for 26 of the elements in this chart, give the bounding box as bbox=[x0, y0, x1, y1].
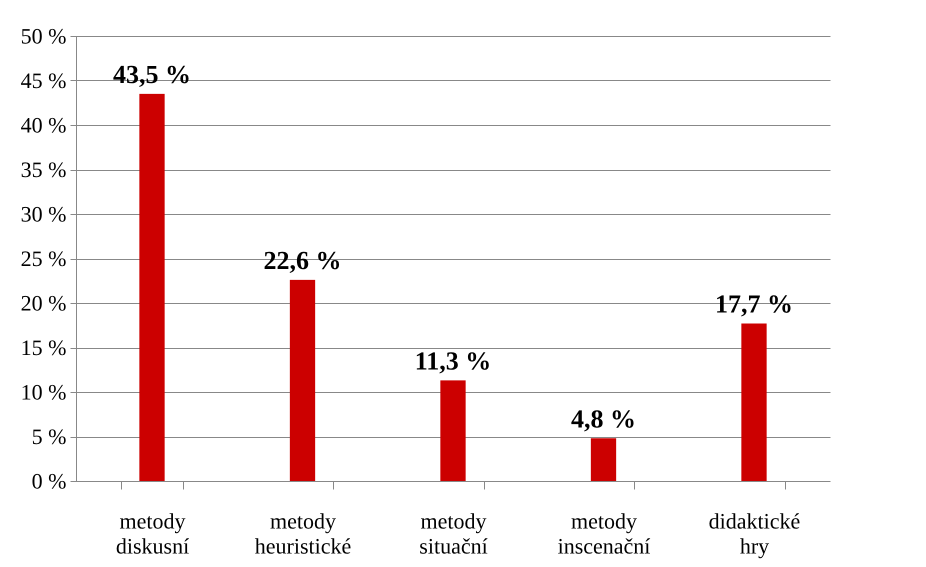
data-label: 43,5 % bbox=[113, 60, 191, 89]
y-tick-label: 0 % bbox=[32, 468, 66, 494]
y-tick-label: 40 % bbox=[20, 112, 66, 138]
x-tick-label: metody heuristické bbox=[254, 508, 352, 558]
x-tick-label: didaktické hry bbox=[708, 508, 800, 558]
y-tick-label: 50 % bbox=[20, 24, 66, 48]
bar bbox=[290, 280, 316, 481]
data-label: 4,8 % bbox=[571, 404, 636, 434]
y-tick-label: 30 % bbox=[20, 202, 66, 226]
x-tick-label: metody situační bbox=[419, 508, 488, 558]
y-tick-label: 35 % bbox=[20, 157, 66, 182]
y-tick-label: 10 % bbox=[20, 380, 66, 404]
y-tick-label: 5 % bbox=[32, 424, 66, 449]
x-tick-label: metody diskusní bbox=[116, 508, 190, 558]
x-tick-label: metody inscenační bbox=[558, 508, 650, 558]
y-tick-label: 45 % bbox=[20, 68, 66, 93]
data-label: 22,6 % bbox=[264, 246, 342, 275]
y-tick-label: 15 % bbox=[20, 335, 66, 360]
bar bbox=[590, 438, 616, 481]
y-tick-label: 25 % bbox=[20, 246, 66, 271]
bar bbox=[440, 380, 466, 481]
y-tick-label: 20 % bbox=[20, 290, 66, 316]
data-label: 11,3 % bbox=[414, 346, 492, 376]
data-label: 17,7 % bbox=[715, 289, 793, 318]
bar bbox=[139, 94, 165, 481]
bar bbox=[741, 323, 767, 481]
